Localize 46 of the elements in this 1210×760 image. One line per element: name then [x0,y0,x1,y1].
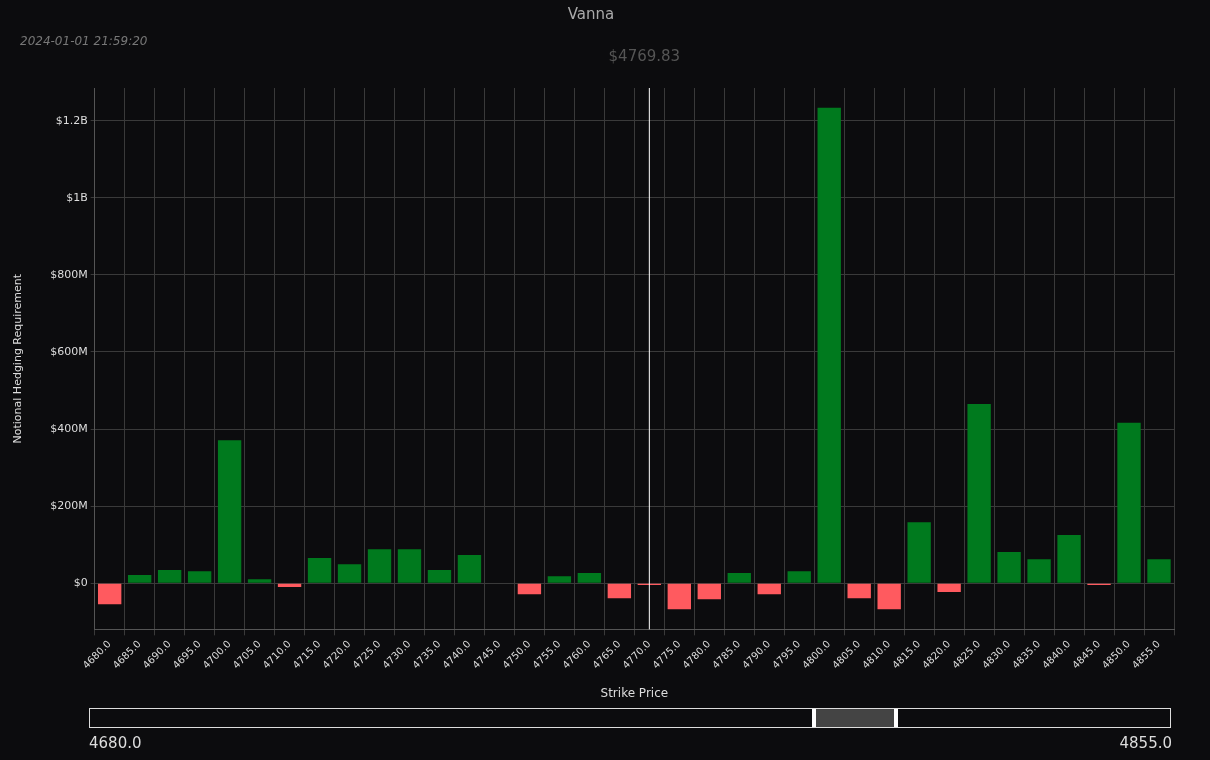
bar [757,583,781,595]
x-axis-title: Strike Price [600,685,669,700]
bar [97,583,122,605]
bar [1057,534,1081,583]
bar [1117,422,1141,583]
bar [1027,559,1051,583]
bar [247,579,272,583]
y-tick-label: $1B [66,190,88,204]
bar [727,573,751,583]
ref-line-label: $4769.83 [608,46,681,65]
bar [457,555,482,583]
bar [877,583,901,610]
bar [697,583,721,600]
bar [397,549,422,583]
bar [367,549,392,583]
y-tick-label: $200M [50,498,88,512]
y-tick-label: $1.2B [55,113,88,127]
bar [577,573,602,583]
bar [1147,559,1171,583]
y-tick-label: $400M [50,421,88,435]
y-axis-title: Notional Hedging Requirement [11,273,25,444]
bar [517,583,542,595]
bar [217,440,242,583]
y-tick-label: $800M [50,267,88,281]
chart-title: Vanna [567,4,615,23]
bar [967,403,991,583]
bar [937,583,961,592]
bar [847,583,871,599]
bar [997,551,1021,583]
text: 4855.0 [1119,734,1172,752]
bar [667,583,692,610]
bar [337,564,362,583]
bar [907,522,931,583]
chart-subtitle: 2024-01-01 21:59:20 [20,34,148,49]
bar [547,576,572,583]
y-tick-label: $600M [50,344,88,358]
bar [787,571,811,583]
bar [127,575,152,583]
bar [157,570,182,583]
bar [817,107,841,583]
bar [307,558,332,583]
y-tick-label: $0 [73,575,88,589]
bar [427,570,452,583]
bar [187,571,212,583]
bar [607,583,632,599]
text: 4680.0 [89,734,142,752]
